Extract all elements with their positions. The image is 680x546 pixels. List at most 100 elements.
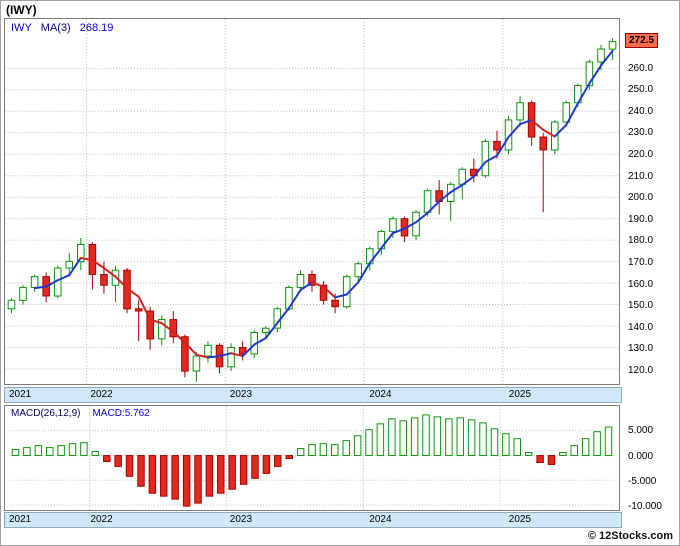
y-axis-label: 250.0 — [628, 84, 654, 96]
macd-bar-positive — [80, 442, 88, 457]
year-label: 2022 — [90, 514, 113, 525]
ma-line-segment — [79, 256, 94, 262]
ma-line-segment — [91, 259, 105, 270]
candle-up — [76, 243, 85, 263]
macd-bar-negative — [205, 455, 214, 497]
macd-bar-positive — [23, 447, 31, 457]
macd-bar-positive — [467, 419, 476, 456]
year-label: 2024 — [369, 514, 392, 525]
candle-up — [608, 41, 617, 50]
macd-plot — [4, 405, 620, 511]
ma-line-segment — [206, 355, 221, 359]
ma-line-segment — [461, 175, 475, 186]
ma-line-segment — [334, 293, 348, 299]
y-axis-label: 210.0 — [628, 170, 654, 182]
macd-bar-negative — [217, 455, 225, 494]
candle-up — [516, 102, 524, 121]
candle-up — [458, 168, 467, 185]
macd-bar-positive — [388, 418, 396, 457]
macd-bar-positive — [353, 435, 362, 457]
price-legend: IWY MA(3) 268.19 — [11, 22, 113, 34]
ma-line-segment — [495, 136, 510, 157]
candle-down — [493, 140, 501, 151]
macd-bar-positive — [433, 416, 442, 457]
macd-bar-negative — [536, 455, 544, 464]
macd-bar-positive — [604, 426, 613, 457]
candlestick-plot — [4, 18, 620, 385]
y-axis-label: 190.0 — [628, 213, 654, 225]
x-axis-years-top: 2021 2022 2023 2024 2025 — [4, 387, 622, 403]
macd-axis: 5.000 0.000 -5.000 -10.000 — [624, 405, 679, 513]
macd-bar-positive — [570, 445, 578, 457]
y-axis-label: 230.0 — [628, 127, 654, 139]
macd-bar-positive — [456, 417, 464, 457]
ma-line-segment — [553, 123, 568, 138]
ma-line-segment — [588, 64, 603, 85]
macd-bar-positive — [319, 443, 328, 457]
x-axis-years-bottom: 2021 2022 2023 2024 2025 — [4, 512, 622, 528]
candle-up — [562, 102, 571, 123]
y-axis-label: 240.0 — [628, 105, 654, 117]
ma-line-segment — [311, 281, 325, 288]
macd-bar-negative — [125, 455, 134, 477]
candle-up — [7, 299, 16, 310]
macd-bar-negative — [182, 455, 191, 507]
macd-bar-positive — [46, 447, 54, 457]
ma-line-segment — [276, 307, 290, 325]
ma-line-segment — [183, 341, 198, 356]
macd-bar-negative — [160, 455, 168, 497]
candle-down — [308, 274, 316, 286]
candle-up — [597, 48, 605, 63]
candle-down — [134, 308, 143, 312]
macd-bar-negative — [547, 455, 556, 465]
year-label: 2025 — [508, 389, 532, 400]
macd-bar-positive — [502, 433, 510, 457]
macd-bar-positive — [342, 440, 350, 456]
y-axis-label: 200.0 — [628, 192, 654, 204]
y-axis-label: 180.0 — [628, 235, 654, 247]
ma-line-segment — [33, 285, 48, 290]
macd-bar-positive — [57, 445, 65, 457]
year-label: 2023 — [229, 389, 253, 400]
candle-up — [30, 276, 39, 288]
price-axis: 272.5 260.0 250.0 240.0 230.0 220.0 210.0 200.… — [624, 18, 679, 387]
y-axis-label: 170.0 — [628, 256, 654, 268]
ma-value: 268.19 — [79, 22, 114, 34]
macd-bar-positive — [479, 422, 487, 457]
ma-line-segment — [438, 191, 452, 203]
candle-up — [504, 119, 513, 151]
macd-bar-positive — [410, 417, 419, 457]
year-label: 2024 — [369, 389, 392, 400]
year-label: 2023 — [229, 514, 253, 525]
page-title: (IWY) — [6, 3, 37, 17]
last-price-badge: 272.5 — [625, 32, 659, 48]
macd-value: MACD:5.762 — [92, 408, 150, 419]
ma-line-segment — [253, 337, 267, 346]
ma-line-segment — [218, 352, 233, 358]
candle-up — [423, 190, 432, 213]
candle-down — [238, 347, 247, 355]
ma-line-segment — [542, 128, 556, 138]
candle-down — [539, 136, 548, 151]
macd-bar-positive — [445, 418, 453, 457]
ma-line-segment — [507, 123, 522, 139]
macd-bar-positive — [422, 414, 430, 457]
macd-bar-positive — [34, 445, 43, 457]
ma-line-segment — [195, 353, 209, 359]
y-axis-label: 5.000 — [628, 425, 654, 437]
ma-line-segment — [576, 82, 591, 105]
ma-line-segment — [299, 281, 313, 292]
macd-bar-negative — [262, 455, 271, 474]
credit-link[interactable]: © 12Stocks.com — [587, 530, 673, 542]
year-label: 2021 — [9, 514, 32, 525]
ma-line-segment — [137, 295, 152, 321]
ma-line-segment — [230, 352, 244, 358]
candle-up — [65, 261, 74, 269]
macd-bar-positive — [91, 451, 100, 456]
ma-line-segment — [322, 285, 337, 299]
ma-line-segment — [68, 256, 82, 277]
candle-up — [481, 140, 490, 177]
ma-line-segment — [426, 200, 441, 214]
candle-up — [157, 319, 166, 340]
ma-line-segment — [415, 211, 429, 224]
